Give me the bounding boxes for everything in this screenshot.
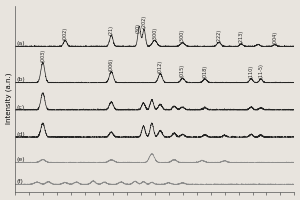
Text: (213): (213) — [239, 30, 244, 43]
Text: (30): (30) — [135, 23, 140, 33]
Y-axis label: Intensity (a.n.): Intensity (a.n.) — [6, 73, 12, 124]
Text: (006): (006) — [109, 58, 114, 71]
Text: (015): (015) — [180, 64, 185, 77]
Text: (d): (d) — [16, 132, 25, 137]
Text: (e): (e) — [16, 157, 25, 162]
Text: (f): (f) — [16, 179, 23, 184]
Text: (110): (110) — [249, 65, 254, 78]
Text: (21): (21) — [109, 25, 114, 35]
Text: (202): (202) — [142, 15, 146, 28]
Text: (018): (018) — [202, 65, 208, 78]
Text: (222): (222) — [216, 28, 221, 42]
Text: (300): (300) — [180, 29, 185, 42]
Text: (c): (c) — [16, 105, 25, 110]
Text: (002): (002) — [63, 26, 68, 40]
Text: (003): (003) — [40, 49, 45, 62]
Text: (012): (012) — [158, 60, 163, 73]
Text: (004): (004) — [272, 31, 278, 44]
Text: (11-5): (11-5) — [258, 63, 263, 78]
Text: (b): (b) — [16, 77, 25, 82]
Text: (a): (a) — [16, 41, 25, 46]
Text: (300): (300) — [152, 26, 157, 40]
